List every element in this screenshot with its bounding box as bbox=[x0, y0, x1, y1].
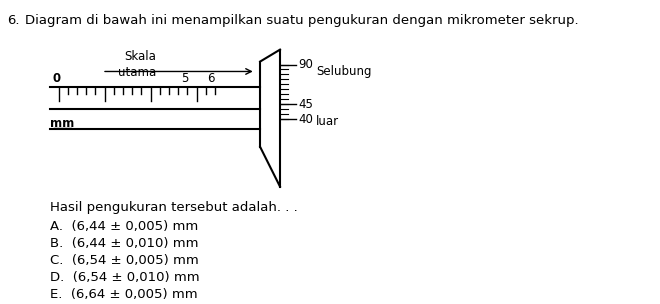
Text: utama: utama bbox=[118, 66, 156, 78]
Text: 5: 5 bbox=[182, 72, 189, 85]
Text: Skala: Skala bbox=[124, 50, 156, 63]
Text: 6: 6 bbox=[208, 72, 215, 85]
Text: E.  (6,64 ± 0,005) mm: E. (6,64 ± 0,005) mm bbox=[50, 288, 197, 301]
Text: mm: mm bbox=[50, 117, 75, 130]
Text: Diagram di bawah ini menampilkan suatu pengukuran dengan mikrometer sekrup.: Diagram di bawah ini menampilkan suatu p… bbox=[25, 14, 579, 27]
Text: luar: luar bbox=[316, 115, 339, 128]
Text: A.  (6,44 ± 0,005) mm: A. (6,44 ± 0,005) mm bbox=[50, 220, 198, 233]
Text: C.  (6,54 ± 0,005) mm: C. (6,54 ± 0,005) mm bbox=[50, 254, 199, 267]
Text: 90: 90 bbox=[298, 58, 313, 71]
Text: 45: 45 bbox=[298, 98, 313, 111]
Text: 6.: 6. bbox=[7, 14, 20, 27]
Text: Selubung: Selubung bbox=[316, 65, 372, 78]
Text: 40: 40 bbox=[298, 112, 313, 126]
Text: 0: 0 bbox=[53, 72, 61, 85]
Text: D.  (6,54 ± 0,010) mm: D. (6,54 ± 0,010) mm bbox=[50, 271, 199, 284]
Text: Hasil pengukuran tersebut adalah. . .: Hasil pengukuran tersebut adalah. . . bbox=[50, 201, 298, 213]
Text: B.  (6,44 ± 0,010) mm: B. (6,44 ± 0,010) mm bbox=[50, 237, 198, 250]
